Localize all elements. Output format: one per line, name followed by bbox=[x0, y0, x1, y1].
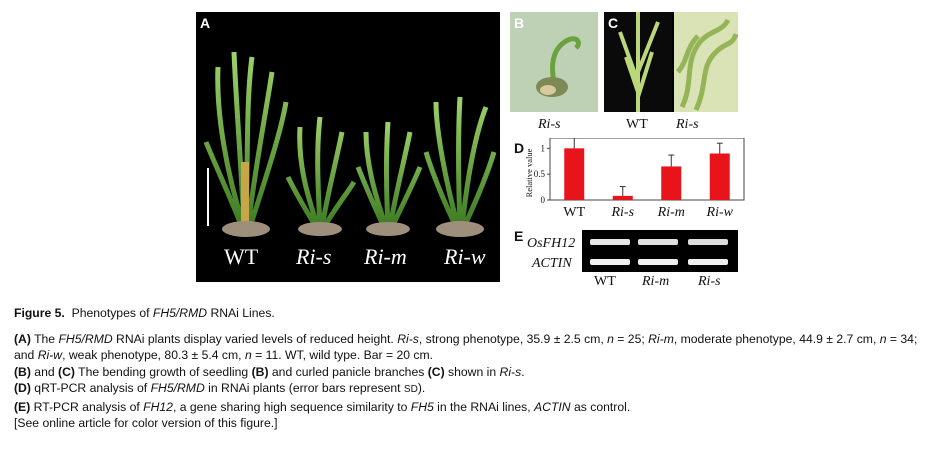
panel-b-photo: B bbox=[510, 12, 598, 112]
panel-d-label: D bbox=[514, 140, 525, 156]
panel-c-label: C bbox=[608, 15, 619, 31]
panel-e-gel bbox=[582, 230, 738, 272]
seedling-image bbox=[510, 12, 598, 112]
caption-d: (D) qRT-PCR analysis of FH5/RMD in RNAi … bbox=[14, 381, 426, 395]
genotype-label-ri-s: Ri-s bbox=[296, 244, 332, 269]
gel-lane-label-wt: WT bbox=[594, 274, 616, 289]
panel-c-caption-wt: WT bbox=[626, 117, 648, 132]
panel-b-label: B bbox=[514, 15, 525, 31]
genotype-label-wt: WT bbox=[224, 244, 259, 269]
x-category-label: Ri-m bbox=[657, 205, 685, 220]
gel-row-label-osfh12: OsFH12 bbox=[527, 236, 576, 251]
rice-plants-image bbox=[203, 51, 497, 237]
panel-c-photo: C bbox=[604, 12, 739, 112]
plant-ri-m bbox=[355, 121, 423, 236]
gel-lane-label-ri-s: Ri-s bbox=[698, 274, 721, 289]
bar-ri-s bbox=[612, 195, 633, 200]
panicle-image bbox=[604, 12, 739, 112]
qrt-pcr-bar-chart: 0 0.5 1 Relative value WT Ri-s Ri-m Ri-w bbox=[524, 138, 745, 220]
caption-a: (A) The FH5/RMD RNAi plants display vari… bbox=[14, 331, 918, 363]
panel-c-caption-ri-s: Ri-s bbox=[676, 117, 699, 132]
gel-bands bbox=[590, 239, 728, 265]
caption-title: Figure 5. Phenotypes of FH5/RMD RNAi Lin… bbox=[14, 306, 275, 320]
plant-wt bbox=[203, 51, 289, 237]
panel-e-label: E bbox=[514, 228, 524, 244]
bar-ri-w bbox=[709, 153, 730, 200]
genotype-label-ri-w: Ri-w bbox=[444, 244, 486, 269]
panel-a-label: A bbox=[200, 15, 211, 31]
bar-ri-m bbox=[661, 166, 682, 200]
chart-plot-frame bbox=[549, 138, 745, 201]
gel-row-label-actin: ACTIN bbox=[532, 256, 572, 271]
y-tick-label: 0 bbox=[541, 195, 546, 205]
y-tick-label: 0.5 bbox=[534, 169, 546, 179]
caption-bc: (B) and (C) The bending growth of seedli… bbox=[14, 364, 525, 379]
x-category-label: Ri-s bbox=[610, 205, 634, 220]
caption-e: (E) RT-PCR analysis of FH12, a gene shar… bbox=[14, 399, 631, 414]
plant-ri-w bbox=[423, 96, 497, 237]
bar-wt bbox=[564, 148, 585, 200]
panel-b-caption: Ri-s bbox=[538, 117, 561, 132]
figure-caption: Figure 5. Phenotypes of FH5/RMD RNAi Lin… bbox=[14, 305, 919, 432]
caption-note: [See online article for color version of… bbox=[14, 416, 278, 430]
x-category-label: WT bbox=[563, 205, 585, 220]
plant-ri-s bbox=[285, 116, 357, 236]
y-axis-label: Relative value bbox=[524, 148, 534, 197]
y-tick-label: 1 bbox=[541, 143, 546, 153]
panel-a-photo: A WT Ri-s Ri-m Ri-w bbox=[196, 12, 500, 282]
genotype-label-ri-m: Ri-m bbox=[364, 244, 407, 269]
x-category-label: Ri-w bbox=[706, 205, 734, 220]
gel-lane-label-ri-m: Ri-m bbox=[642, 274, 670, 289]
